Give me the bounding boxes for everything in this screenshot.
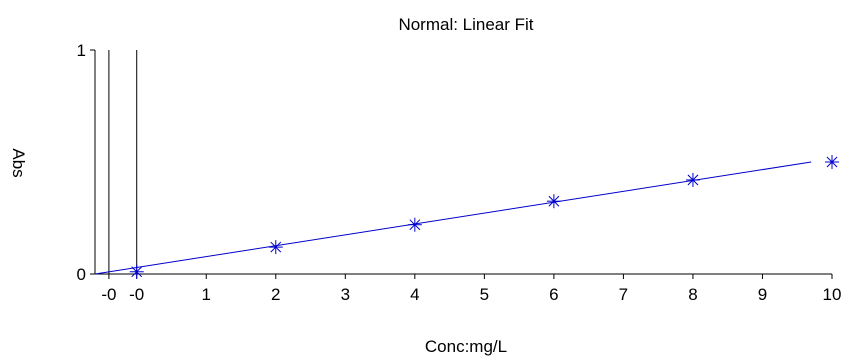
data-point-0-3 xyxy=(546,194,561,209)
y-tick-label-1: 1 xyxy=(77,41,86,60)
x-tick-label-7: 6 xyxy=(549,285,558,304)
y-axis-label: Abs xyxy=(9,148,28,177)
x-tick-label-3: 2 xyxy=(271,285,280,304)
x-axis-label: Conc:mg/L xyxy=(425,337,507,356)
x-tick-label-2: 1 xyxy=(202,285,211,304)
x-tick-label-0: -0 xyxy=(101,285,116,304)
fit-line xyxy=(94,161,812,275)
plot-area: -0 -0 1 2 3 4 5 6 7 8 9 10 0 1 xyxy=(77,41,842,304)
data-point-0-5 xyxy=(825,155,839,169)
data-point-0-2 xyxy=(407,217,422,232)
y-tick-label-0: 0 xyxy=(77,265,86,284)
chart-title: Normal: Linear Fit xyxy=(398,15,533,34)
x-tick-label-8: 7 xyxy=(619,285,628,304)
x-tick-label-6: 5 xyxy=(480,285,489,304)
x-tick-label-1: -0 xyxy=(129,285,144,304)
x-tick-label-9: 8 xyxy=(688,285,697,304)
data-point-0-0 xyxy=(129,264,144,279)
x-tick-label-11: 10 xyxy=(823,285,842,304)
data-point-0-1 xyxy=(268,240,283,255)
data-point-0-4 xyxy=(685,172,700,187)
x-tick-label-5: 4 xyxy=(410,285,419,304)
x-tick-label-4: 3 xyxy=(341,285,350,304)
x-tick-label-10: 9 xyxy=(758,285,767,304)
